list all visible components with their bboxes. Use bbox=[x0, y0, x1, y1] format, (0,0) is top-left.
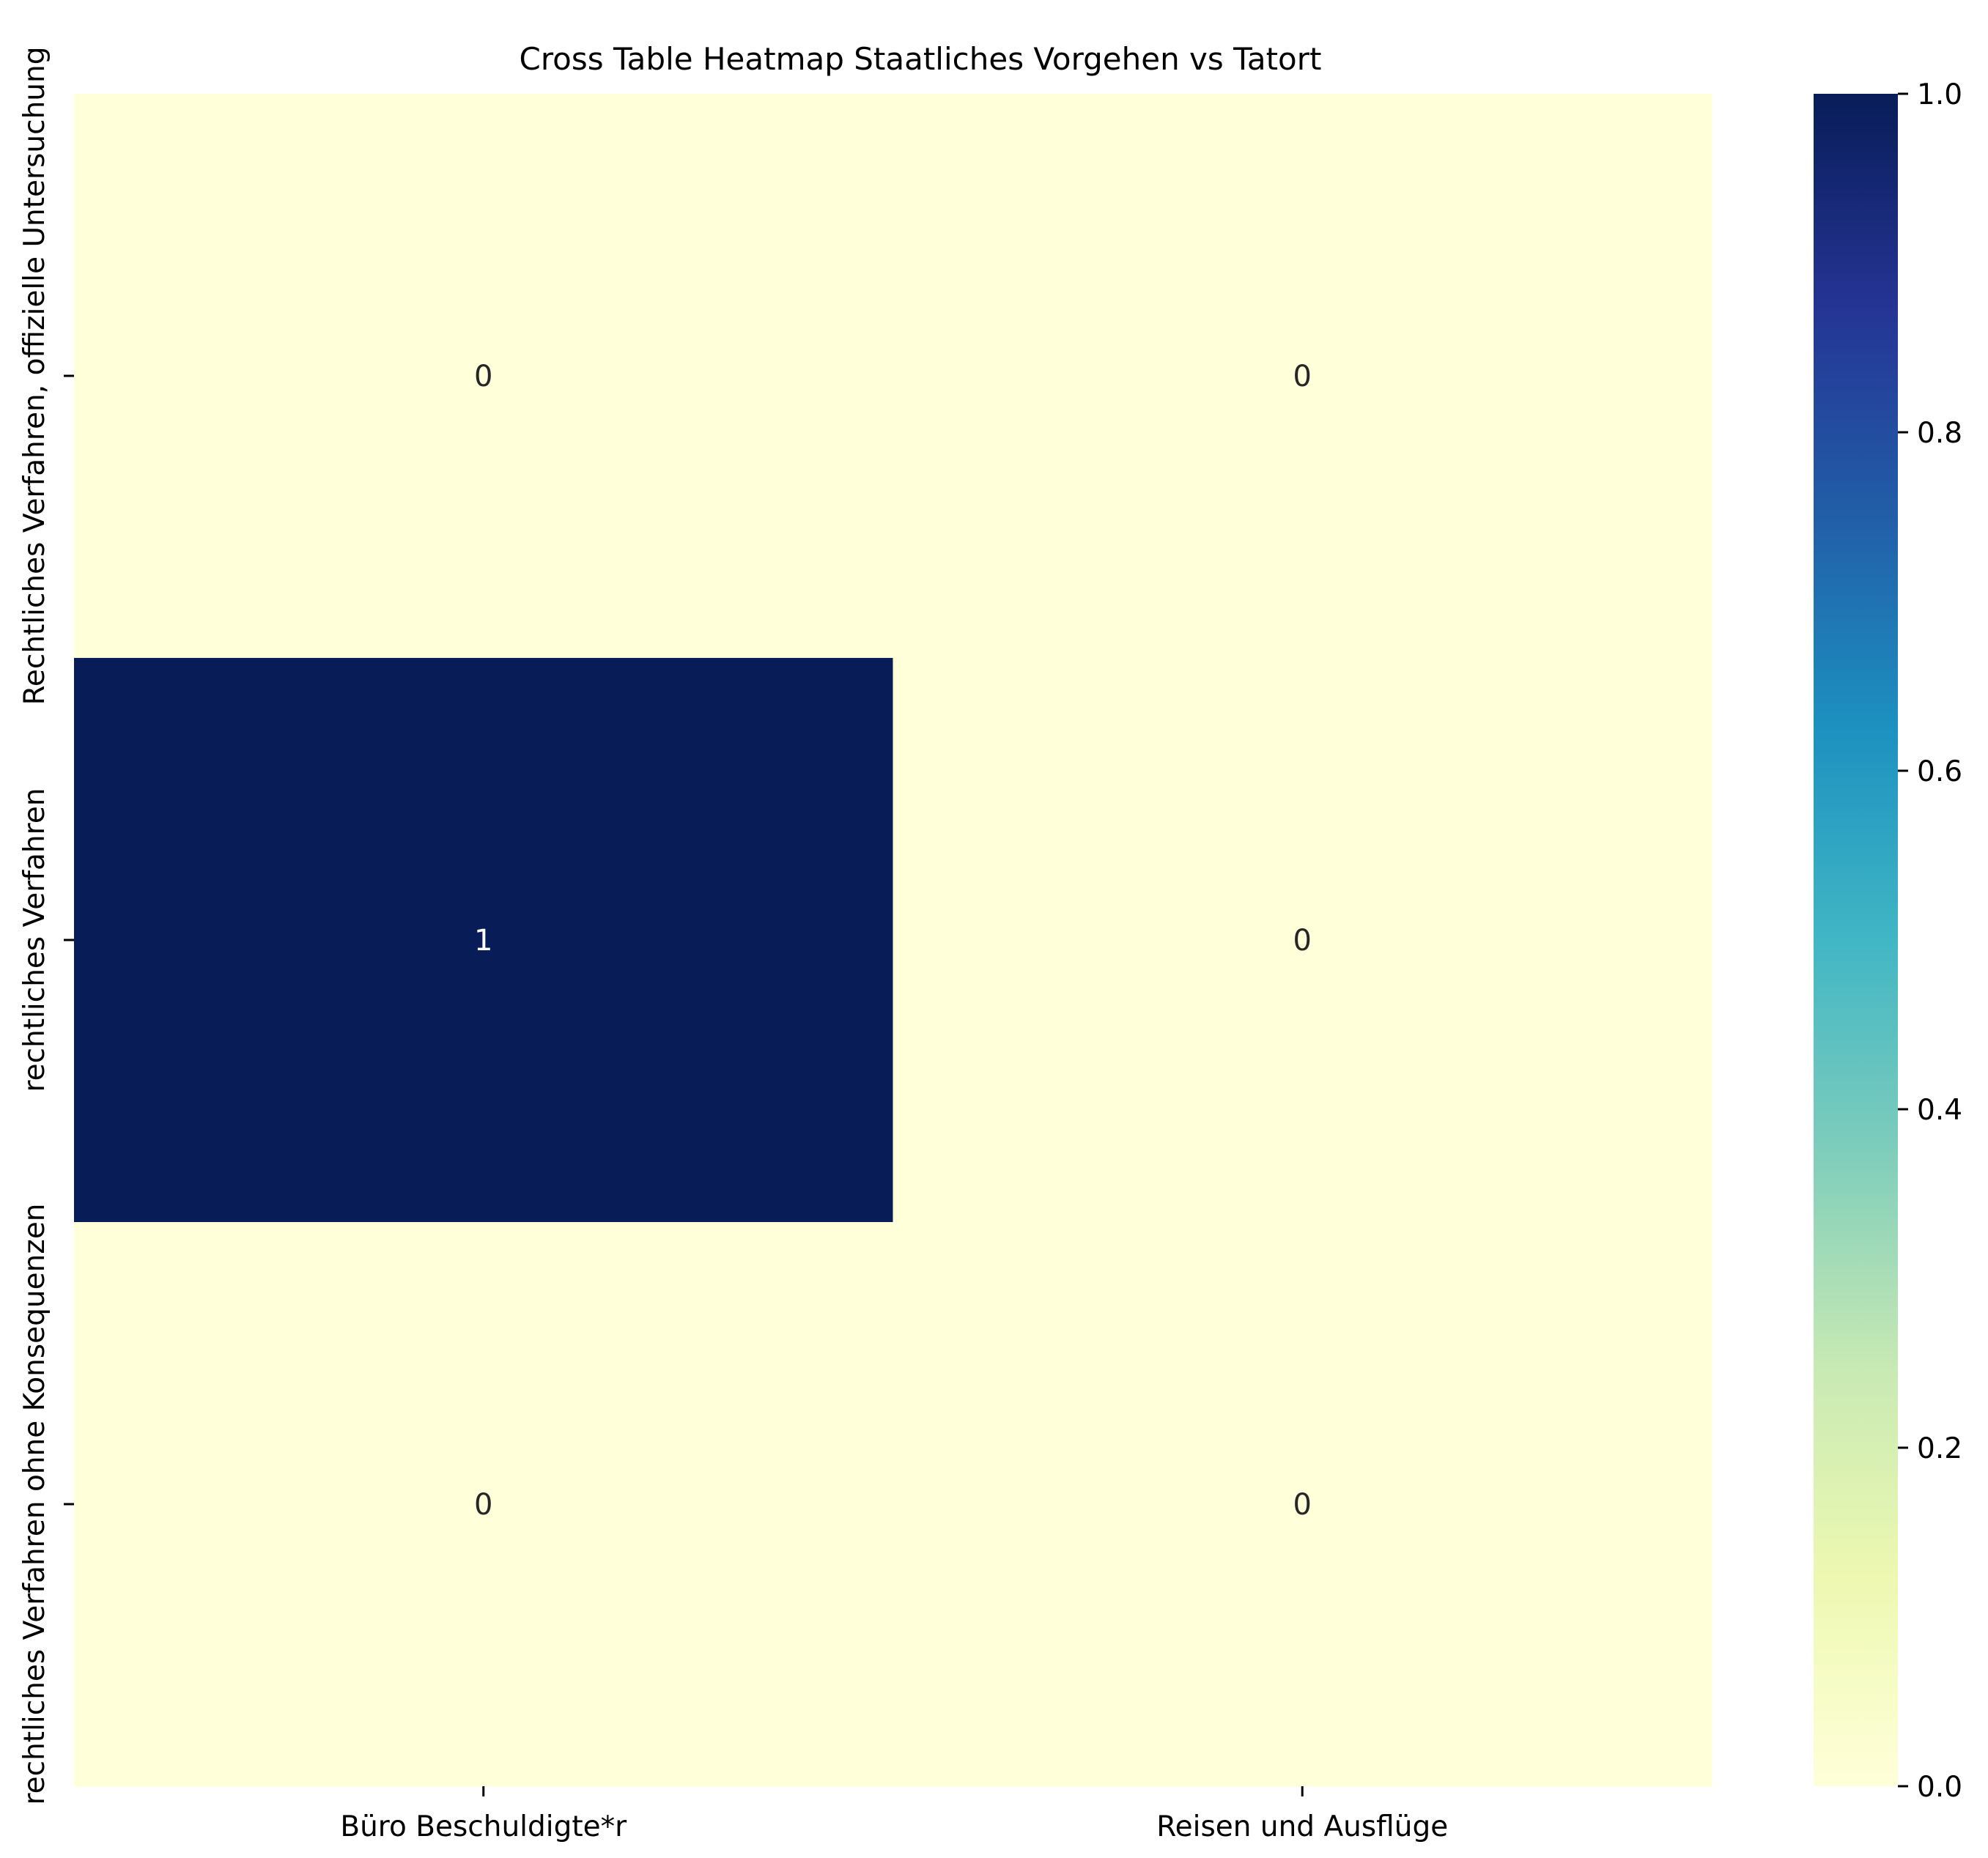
colorbar-tick-label-5: 1.0 bbox=[1917, 78, 1962, 111]
heatmap-cell-r0-c0 bbox=[74, 94, 893, 659]
colorbar-tick-label-3: 0.6 bbox=[1917, 755, 1962, 788]
cell-value-label-r0-c1: 0 bbox=[1293, 360, 1312, 393]
heatmap-cells bbox=[74, 94, 1712, 1787]
cell-labels: 0 0 1 0 0 0 bbox=[474, 360, 1312, 1522]
x-tick-label-reisen-und-ausfl-ge: Reisen und Ausflüge bbox=[1156, 1810, 1448, 1843]
cell-value-label-r2-c1: 0 bbox=[1293, 1488, 1312, 1522]
x-tick-label-b-ro-beschuldigte-r: Büro Beschuldigte*r bbox=[340, 1810, 627, 1843]
colorbar-tick-label-2: 0.4 bbox=[1917, 1094, 1962, 1127]
y-tick-label-rechtliches-verfahren-ohne-konsequenzen: rechtliches Verfahren ohne Konsequenzen bbox=[18, 1203, 51, 1805]
heatmap-cell-r2-c1 bbox=[893, 1222, 1712, 1787]
heatmap-cell-r1-c0 bbox=[74, 658, 893, 1223]
heatmap-cell-r0-c1 bbox=[893, 94, 1712, 659]
cell-value-label-r0-c0: 0 bbox=[474, 360, 492, 393]
colorbar-tick-label-0: 0.0 bbox=[1917, 1771, 1962, 1804]
x-axis: Büro Beschuldigte*r Reisen und Ausflüge bbox=[340, 1786, 1448, 1843]
y-tick-label-rechtliches-verfahren: rechtliches Verfahren bbox=[18, 788, 51, 1092]
y-axis: Rechtliches Verfahren, offizielle Unters… bbox=[18, 47, 74, 1805]
cell-value-label-r2-c0: 0 bbox=[474, 1488, 492, 1522]
heatmap-cell-r2-c0 bbox=[74, 1222, 893, 1787]
colorbar-gradient bbox=[1814, 94, 1898, 1786]
colorbar-tick-label-4: 0.8 bbox=[1917, 417, 1962, 450]
cell-value-label-r1-c1: 0 bbox=[1293, 924, 1312, 958]
colorbar-tick-label-1: 0.2 bbox=[1917, 1432, 1962, 1465]
y-tick-label-rechtliches-verfahren-offizielle-untersuchung: Rechtliches Verfahren, offizielle Unters… bbox=[18, 47, 51, 706]
colorbar: 0.0 0.2 0.4 0.6 0.8 1.0 bbox=[1814, 78, 1962, 1804]
chart-title: Cross Table Heatmap Staatliches Vorgehen… bbox=[520, 41, 1322, 77]
cell-value-label-r1-c0: 1 bbox=[474, 924, 492, 958]
heatmap-cell-r1-c1 bbox=[893, 658, 1712, 1223]
